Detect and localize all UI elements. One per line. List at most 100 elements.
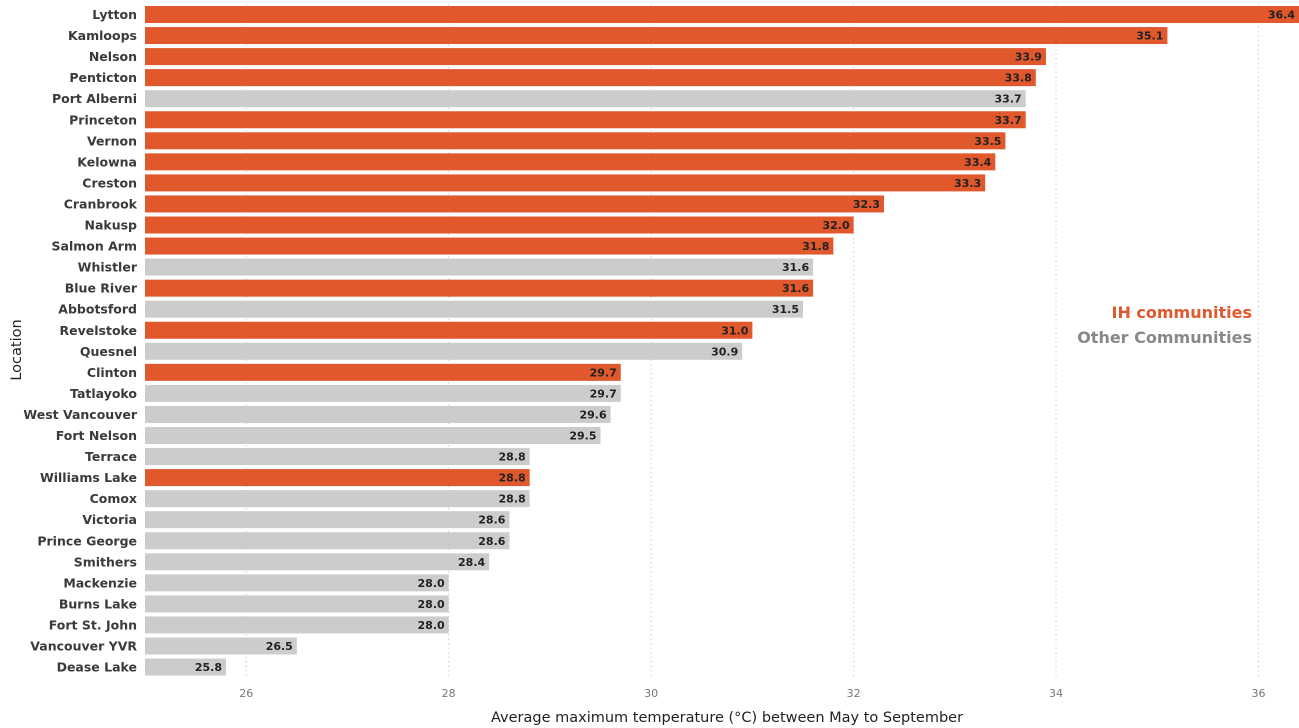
- value-label: 31.5: [772, 303, 799, 316]
- bar: [145, 469, 530, 487]
- category-label: Williams Lake: [40, 470, 137, 485]
- value-label: 28.0: [418, 619, 445, 632]
- bar: [145, 174, 986, 192]
- bar: [145, 111, 1026, 129]
- category-label: Tatlayoko: [70, 386, 137, 401]
- bar: [145, 153, 996, 171]
- category-label: Creston: [82, 175, 137, 190]
- value-label: 31.8: [802, 240, 829, 253]
- bar: [145, 27, 1168, 45]
- bar: [145, 300, 803, 318]
- bar: [145, 384, 621, 402]
- value-label: 32.0: [822, 219, 849, 232]
- bar: [145, 237, 834, 255]
- x-tick-label: 26: [239, 687, 253, 700]
- category-label: Burns Lake: [59, 596, 137, 611]
- x-tick-label: 34: [1049, 687, 1063, 700]
- bar: [145, 321, 753, 339]
- category-label: Lytton: [92, 7, 137, 22]
- value-label: 33.5: [974, 135, 1001, 148]
- category-label: Whistler: [78, 260, 138, 275]
- bar: [145, 427, 601, 444]
- value-label: 29.5: [569, 430, 596, 443]
- value-label: 29.6: [580, 408, 607, 421]
- category-label: Revelstoke: [60, 323, 137, 338]
- bar: [145, 532, 510, 550]
- legend-other-communities: Other Communities: [1077, 328, 1252, 347]
- value-labels: 36.4 35.1 33.9 33.8 33.7 33.7 33.5 33.4 33.3 32.3…: [195, 9, 1296, 675]
- category-label: Fort St. John: [49, 617, 137, 632]
- bar: [145, 490, 530, 508]
- category-label: Terrace: [85, 449, 137, 464]
- value-label: 29.7: [590, 387, 617, 400]
- bar: [145, 405, 611, 423]
- category-label: Comox: [90, 491, 137, 506]
- value-label: 33.7: [995, 93, 1022, 106]
- value-label: 28.0: [418, 598, 445, 611]
- value-label: 28.8: [499, 493, 526, 506]
- category-label: Vernon: [87, 133, 137, 148]
- bar: [145, 342, 743, 360]
- category-label: Salmon Arm: [52, 239, 137, 254]
- value-label: 30.9: [711, 345, 738, 358]
- value-label: 31.6: [782, 261, 809, 274]
- bar: [145, 448, 530, 466]
- value-label: 25.8: [195, 661, 222, 674]
- bar: [145, 48, 1046, 66]
- value-label: 28.6: [478, 514, 505, 527]
- category-label: Blue River: [65, 281, 138, 296]
- value-label: 33.9: [1015, 51, 1042, 64]
- bar: [145, 553, 490, 571]
- value-label: 33.7: [995, 114, 1022, 127]
- bar: [145, 574, 449, 592]
- x-tick-label: 32: [847, 687, 861, 700]
- category-label: Mackenzie: [63, 575, 137, 590]
- category-label: Kelowna: [77, 154, 137, 169]
- value-label: 28.0: [418, 577, 445, 590]
- category-label: Quesnel: [80, 344, 137, 359]
- bar: [145, 132, 1006, 150]
- value-label: 33.4: [964, 156, 991, 169]
- value-label: 31.0: [721, 324, 748, 337]
- bar: [145, 69, 1036, 87]
- value-label: 36.4: [1268, 9, 1295, 22]
- value-label: 28.6: [478, 535, 505, 548]
- category-label: Nelson: [89, 49, 137, 64]
- x-tick-label: 30: [644, 687, 658, 700]
- category-label: Clinton: [87, 365, 137, 380]
- bar: [145, 511, 510, 529]
- value-label: 32.3: [853, 198, 880, 211]
- x-tick-labels: 26 28 30 32 34 36: [239, 687, 1265, 700]
- value-label: 28.8: [499, 451, 526, 464]
- category-label: Kamloops: [68, 28, 137, 43]
- category-label: Nakusp: [85, 218, 138, 233]
- bar: [145, 216, 854, 234]
- category-label: Port Alberni: [52, 91, 137, 106]
- category-label: Prince George: [37, 533, 137, 548]
- category-label: Cranbrook: [64, 196, 138, 211]
- category-label: Dease Lake: [57, 660, 137, 675]
- value-label: 26.5: [266, 640, 293, 653]
- category-label: Fort Nelson: [56, 428, 137, 443]
- category-label: Princeton: [69, 112, 137, 127]
- category-label: Smithers: [74, 554, 137, 569]
- category-label: Victoria: [82, 512, 137, 527]
- bar: [145, 616, 449, 634]
- bar: [145, 195, 884, 213]
- legend-ih-communities: IH communities: [1111, 303, 1252, 322]
- bar: [145, 6, 1299, 23]
- value-label: 33.8: [1005, 72, 1032, 85]
- bar: [145, 595, 449, 613]
- bar: [145, 637, 297, 655]
- value-label: 35.1: [1136, 30, 1163, 43]
- y-axis-title: Location: [9, 319, 25, 380]
- x-tick-label: 36: [1252, 687, 1266, 700]
- value-label: 33.3: [954, 177, 981, 190]
- bar: [145, 258, 814, 276]
- x-axis-title: Average maximum temperature (°C) between…: [491, 710, 963, 726]
- value-label: 28.8: [499, 472, 526, 485]
- category-label: Abbotsford: [58, 302, 137, 317]
- bar: [145, 658, 226, 676]
- bar: [145, 363, 621, 381]
